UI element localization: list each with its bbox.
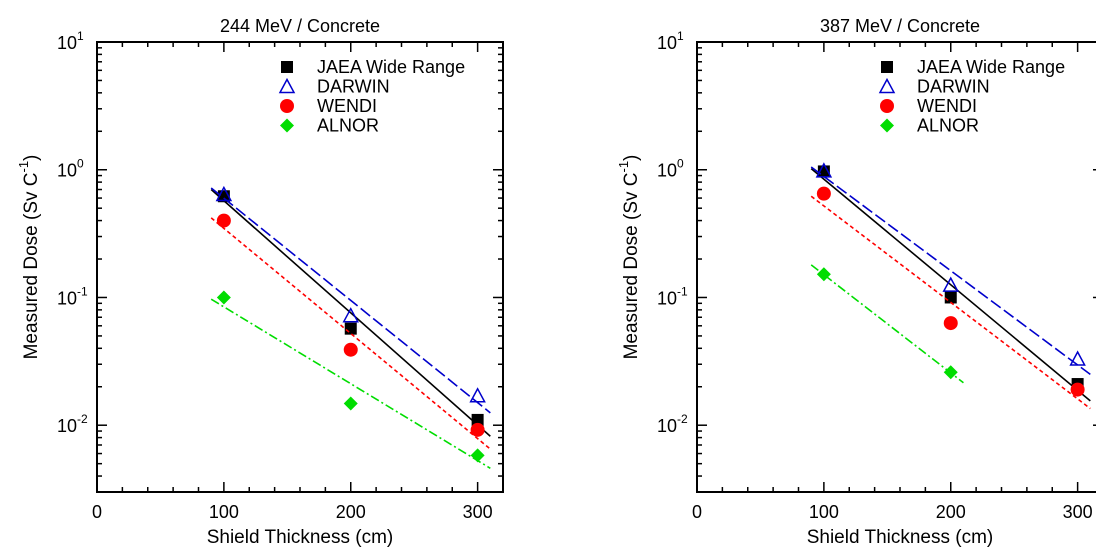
chart-title: 244 MeV / Concrete (220, 16, 380, 36)
series-darwin (810, 162, 1091, 376)
data-point (343, 396, 358, 411)
data-point (342, 307, 360, 323)
data-point (470, 422, 485, 437)
y-tick-exponent: 1 (677, 29, 684, 43)
chart-title: 387 MeV / Concrete (820, 16, 980, 36)
fit-line (810, 195, 1091, 410)
fit-line (810, 166, 1091, 376)
data-point (942, 276, 960, 292)
y-axis-label-close: ) (621, 155, 642, 161)
y-axis-label: Measured Dose (Sv C-1) (16, 155, 42, 360)
x-axis-label: Shield Thickness (cm) (207, 527, 394, 548)
legend-label: WENDI (317, 96, 377, 116)
fit-line (210, 187, 491, 414)
legend-marker (280, 99, 294, 113)
y-axis-label: Measured Dose (Sv C-1) (616, 155, 642, 360)
y-tick-label: 100 (657, 157, 684, 181)
y-tick-exponent: -1 (77, 284, 88, 298)
x-tick-label: 200 (336, 502, 366, 522)
legend-marker (878, 77, 896, 94)
y-tick-label: 101 (57, 29, 84, 53)
y-tick-exponent: -2 (77, 412, 88, 426)
x-tick-label: 100 (209, 502, 239, 522)
x-tick-label: 300 (463, 502, 493, 522)
legend-label: DARWIN (317, 77, 390, 97)
data-point (1070, 382, 1085, 397)
data-point (343, 342, 358, 357)
legend-marker (280, 118, 294, 133)
y-tick-exponent: -2 (677, 412, 688, 426)
data-point (816, 267, 831, 282)
data-point (816, 186, 831, 201)
legend-label: WENDI (917, 96, 977, 116)
legend-label: ALNOR (317, 116, 379, 136)
fit-line (210, 188, 491, 437)
legend-label: DARWIN (917, 77, 990, 97)
series-alnor (210, 290, 491, 469)
x-tick-label: 0 (692, 502, 702, 522)
y-axis-label-exponent: -1 (616, 161, 631, 173)
y-axis-label-close: ) (21, 155, 42, 161)
data-point (944, 291, 957, 304)
legend-label: ALNOR (917, 116, 979, 136)
y-axis-label-exponent: -1 (16, 161, 31, 173)
y-tick-exponent: 1 (77, 29, 84, 43)
legend-marker (880, 99, 894, 113)
legend-marker (881, 61, 893, 73)
fit-line (210, 217, 491, 450)
x-tick-label: 0 (92, 502, 102, 522)
series-jaea-wide-range (210, 188, 491, 437)
y-tick-label: 10-1 (57, 284, 88, 308)
legend-label: JAEA Wide Range (317, 57, 465, 77)
y-tick-label: 101 (657, 29, 684, 53)
series-darwin (210, 185, 491, 414)
data-point (216, 290, 231, 305)
data-point (469, 387, 486, 403)
legend-marker (281, 61, 293, 73)
y-tick-exponent: -1 (677, 284, 688, 298)
y-tick-label: 10-2 (657, 412, 688, 436)
series-alnor (810, 264, 964, 384)
y-tick-label: 100 (57, 157, 84, 181)
fit-line (810, 168, 1091, 402)
legend-label: JAEA Wide Range (917, 57, 1065, 77)
legend-marker (278, 77, 296, 94)
y-tick-label: 10-2 (57, 412, 88, 436)
series-wendi (210, 213, 491, 450)
fit-line (210, 298, 491, 469)
y-tick-exponent: 0 (77, 157, 84, 171)
series-wendi (810, 186, 1091, 410)
data-point (943, 316, 958, 331)
data-point (216, 213, 231, 228)
x-tick-label: 100 (809, 502, 839, 522)
legend-marker (880, 118, 894, 133)
fit-line (810, 264, 964, 384)
y-tick-exponent: 0 (677, 157, 684, 171)
data-point (344, 322, 357, 335)
y-tick-label: 10-1 (657, 284, 688, 308)
data-point (471, 413, 484, 426)
x-axis-label: Shield Thickness (cm) (807, 527, 994, 548)
x-tick-label: 200 (936, 502, 966, 522)
data-point (470, 448, 485, 463)
data-point (943, 365, 958, 380)
x-tick-label: 300 (1063, 502, 1093, 522)
data-point (1069, 350, 1086, 366)
data-point (815, 162, 833, 178)
data-point (215, 185, 233, 202)
plot-frame (696, 41, 1096, 493)
